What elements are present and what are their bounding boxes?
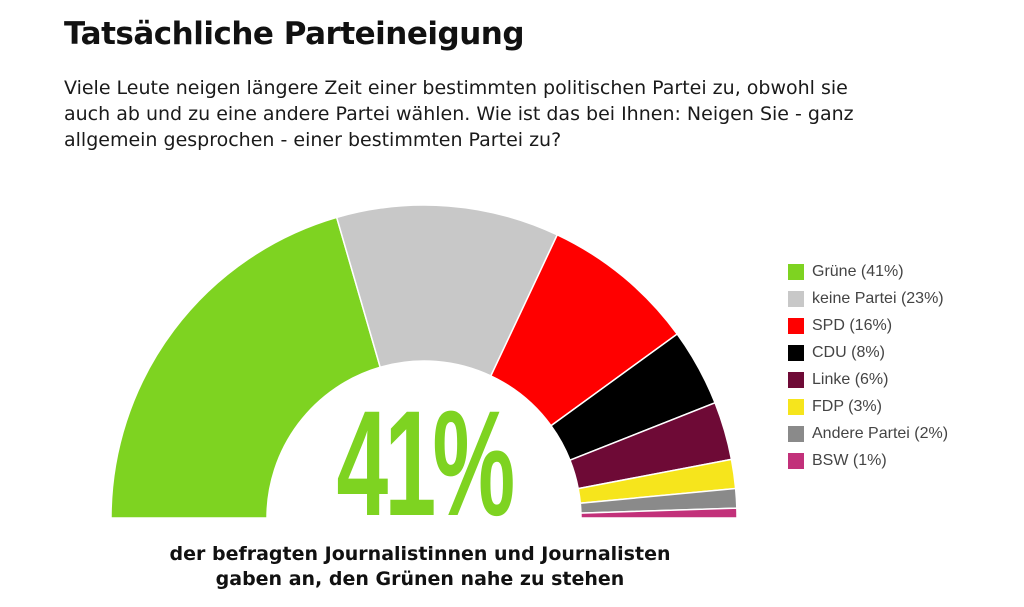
legend-item: Grüne (41%) bbox=[788, 258, 948, 285]
legend-item: BSW (1%) bbox=[788, 447, 948, 474]
legend-item: keine Partei (23%) bbox=[788, 285, 948, 312]
slice-bsw bbox=[580, 507, 738, 519]
legend-item: CDU (8%) bbox=[788, 339, 948, 366]
legend-item: FDP (3%) bbox=[788, 393, 948, 420]
legend-label: Andere Partei (2%) bbox=[812, 424, 949, 442]
chart-title: Tatsächliche Parteineigung bbox=[64, 16, 525, 52]
legend-swatch bbox=[788, 317, 804, 334]
question-line: Viele Leute neigen längere Zeit einer be… bbox=[64, 77, 848, 99]
legend-label: FDP (3%) bbox=[812, 397, 882, 415]
legend-item: SPD (16%) bbox=[788, 312, 948, 339]
chart-caption: der befragten Journalistinnen und Journa… bbox=[60, 542, 780, 592]
legend-label: Grüne (41%) bbox=[812, 262, 904, 280]
legend-label: Linke (6%) bbox=[812, 370, 889, 388]
survey-question: Viele Leute neigen längere Zeit einer be… bbox=[64, 75, 964, 153]
legend-swatch bbox=[788, 371, 804, 388]
chart-slices bbox=[110, 204, 738, 519]
legend-item: Andere Partei (2%) bbox=[788, 420, 948, 447]
highlight-percentage: 41% bbox=[337, 380, 513, 547]
legend-label: SPD (16%) bbox=[812, 316, 893, 334]
slice-keine-partei bbox=[335, 204, 559, 377]
legend-swatch bbox=[788, 290, 804, 307]
caption-line: gaben an, den Grünen nahe zu stehen bbox=[215, 568, 625, 590]
legend-swatch bbox=[788, 452, 804, 469]
legend-swatch bbox=[788, 398, 804, 415]
legend-label: BSW (1%) bbox=[812, 451, 887, 469]
slice-gruene bbox=[110, 216, 382, 519]
legend-swatch bbox=[788, 263, 804, 280]
chart-legend: Grüne (41%) keine Partei (23%) SPD (16%) CD… bbox=[788, 258, 948, 474]
question-line: allgemein gesprochen - einer bestimmten … bbox=[64, 129, 562, 151]
legend-item: Linke (6%) bbox=[788, 366, 948, 393]
question-line: auch ab und zu eine andere Partei wählen… bbox=[64, 103, 854, 125]
legend-label: keine Partei (23%) bbox=[812, 289, 944, 307]
legend-label: CDU (8%) bbox=[812, 343, 885, 361]
legend-swatch bbox=[788, 425, 804, 442]
caption-line: der befragten Journalistinnen und Journa… bbox=[169, 543, 671, 565]
legend-swatch bbox=[788, 344, 804, 361]
